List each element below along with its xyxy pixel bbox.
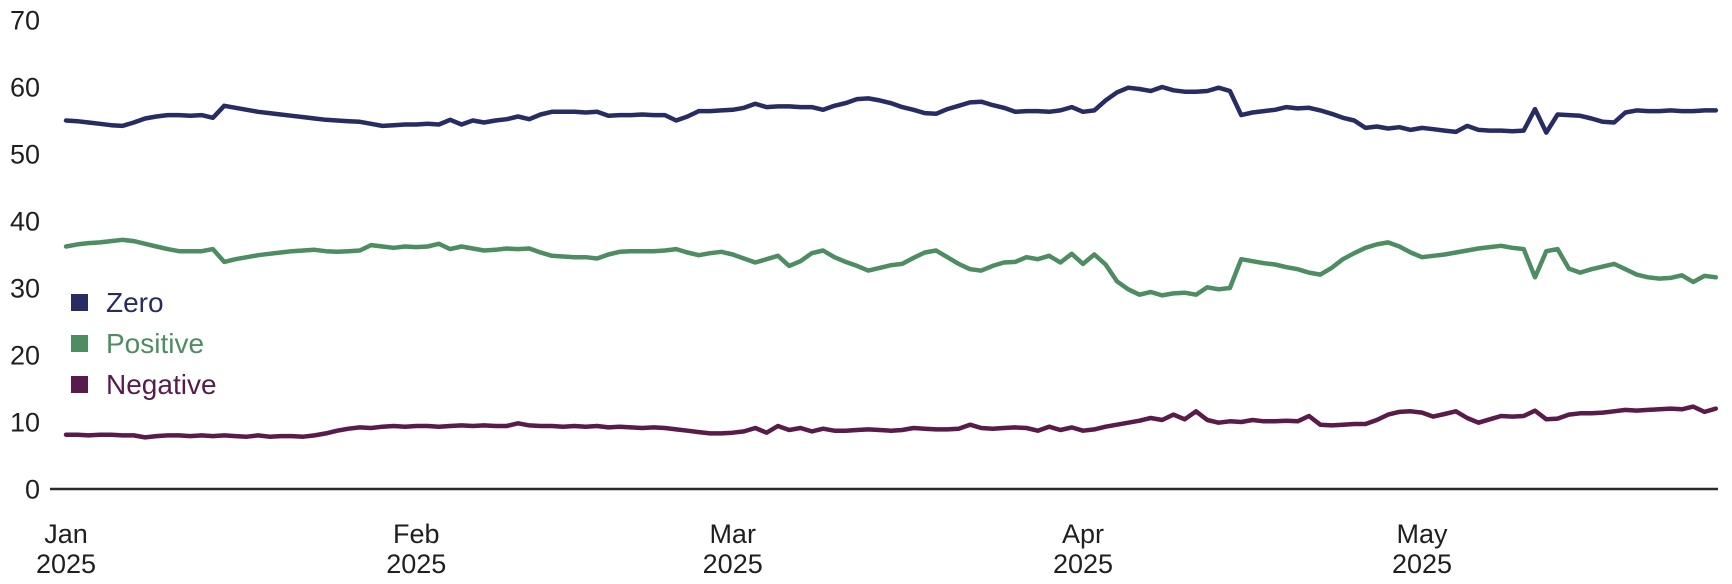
x-tick-month-label: Jan	[44, 519, 88, 549]
legend-label-zero: Zero	[106, 286, 164, 318]
legend-item-negative: Negative	[71, 364, 217, 405]
y-tick-label: 30	[10, 274, 40, 304]
y-tick-label: 20	[10, 341, 40, 371]
legend-swatch-positive-icon	[71, 335, 88, 352]
y-tick-label: 50	[10, 140, 40, 170]
y-tick-label: 0	[25, 475, 40, 505]
legend-swatch-zero-icon	[71, 294, 88, 311]
series-line-positive	[63, 237, 1719, 298]
x-tick-year-label: 2025	[36, 549, 96, 579]
x-tick-year-label: 2025	[386, 549, 446, 579]
x-tick-month-label: Feb	[393, 519, 440, 549]
legend-label-positive: Positive	[106, 327, 205, 359]
y-tick-label: 70	[10, 6, 40, 36]
x-tick-year-label: 2025	[703, 549, 763, 579]
legend-swatch-negative-icon	[71, 376, 88, 393]
series-line-negative	[63, 404, 1719, 440]
legend-item-positive: Positive	[71, 323, 217, 364]
y-tick-label: 60	[10, 73, 40, 103]
legend-item-zero: Zero	[71, 282, 217, 323]
series-line-zero	[63, 84, 1719, 135]
x-tick-month-label: May	[1396, 519, 1448, 549]
x-tick-month-label: Apr	[1062, 519, 1104, 549]
legend: Zero Positive Negative	[71, 282, 217, 405]
y-tick-label: 40	[10, 207, 40, 237]
legend-label-negative: Negative	[106, 368, 217, 400]
y-tick-label: 10	[10, 408, 40, 438]
x-tick-year-label: 2025	[1392, 549, 1452, 579]
x-tick-month-label: Mar	[709, 519, 756, 549]
x-tick-year-label: 2025	[1053, 549, 1113, 579]
